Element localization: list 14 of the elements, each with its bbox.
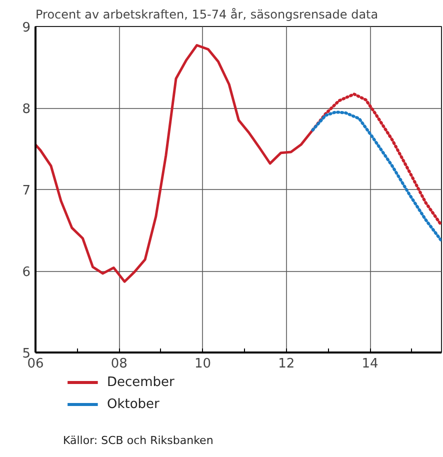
x-tick-label: 10: [194, 356, 212, 372]
y-tick-label: 7: [22, 184, 31, 198]
x-tick-label: 06: [27, 356, 44, 372]
x-tick-label: 14: [362, 356, 378, 372]
chart-title: Procent av arbetskraften, 15-74 år, säsongsrensade data: [36, 8, 378, 22]
legend-label: Oktober: [106, 397, 160, 412]
x-tick-label: 12: [278, 356, 295, 372]
text: Källor: SCB och Riksbanken: [62, 434, 214, 447]
legend-label: December: [106, 375, 176, 390]
x-tick-label: 08: [110, 356, 128, 372]
y-tick-label: 8: [22, 102, 31, 117]
line-series: [311, 110, 442, 242]
y-tick-label: 6: [22, 265, 31, 280]
y-tick-label: 9: [22, 20, 31, 36]
